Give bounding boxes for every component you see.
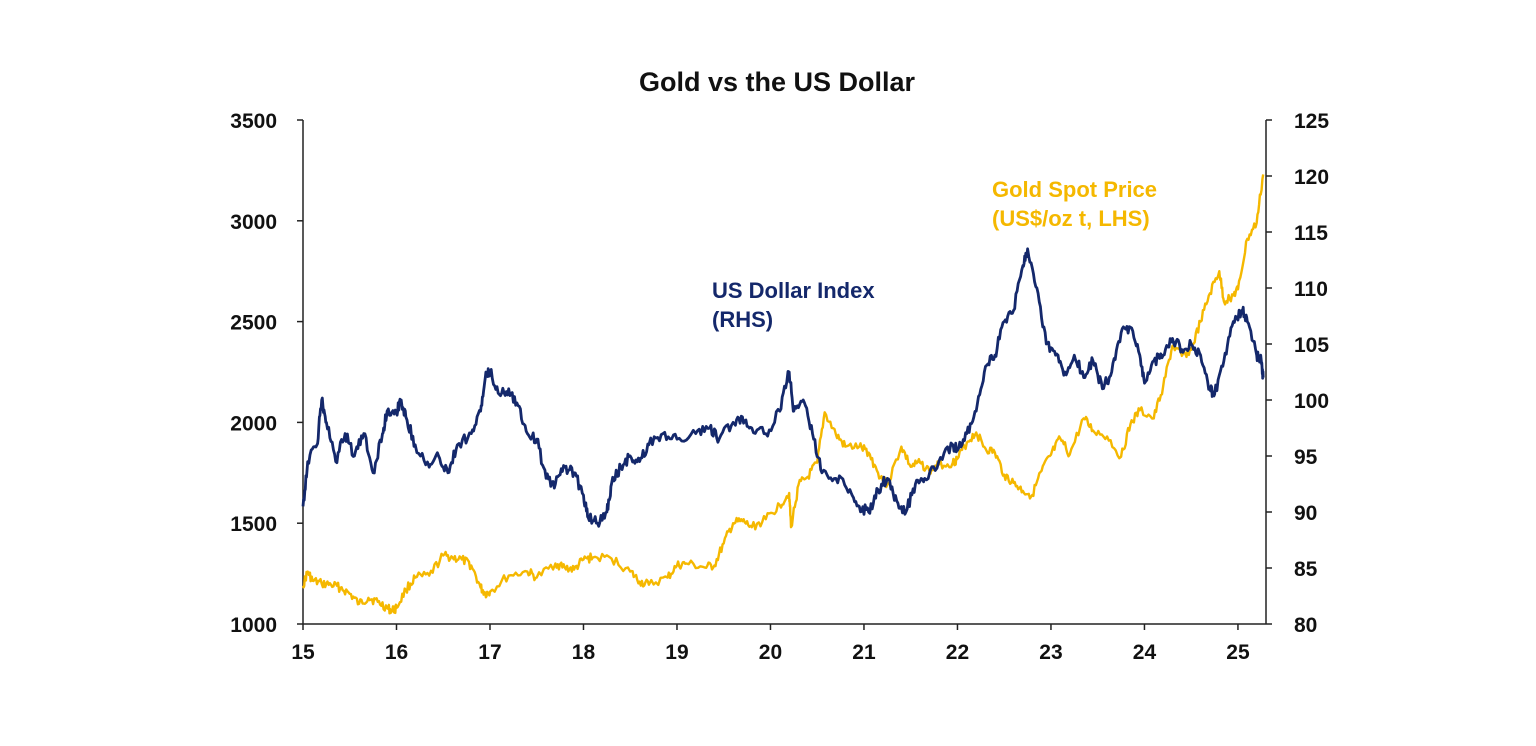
x-tick-label: 23 bbox=[1039, 641, 1062, 664]
left-tick-label: 2500 bbox=[230, 312, 277, 335]
x-tick-label: 16 bbox=[385, 641, 408, 664]
x-tick-label: 24 bbox=[1133, 641, 1157, 664]
right-tick-label: 105 bbox=[1294, 334, 1329, 357]
gold-label-line: Gold Spot Price bbox=[992, 177, 1157, 202]
gold-series-label: Gold Spot Price (US$/oz t, LHS) bbox=[992, 177, 1157, 231]
x-tick-label: 21 bbox=[852, 641, 876, 664]
usd-label-line: (RHS) bbox=[712, 307, 773, 332]
right-tick-label: 115 bbox=[1294, 222, 1328, 245]
chart-axes: 1000 1500 2000 2500 3000 3500 80 85 90 95 100 105 11… bbox=[230, 110, 1329, 664]
usd-series-label: US Dollar Index (RHS) bbox=[712, 278, 875, 332]
series-layer bbox=[301, 174, 1265, 615]
right-tick-label: 100 bbox=[1294, 390, 1329, 413]
right-tick-label: 110 bbox=[1294, 278, 1328, 301]
x-tick-label: 15 bbox=[291, 641, 315, 664]
x-tick-label: 19 bbox=[665, 641, 688, 664]
gold-price-line bbox=[301, 174, 1265, 615]
x-tick-label: 17 bbox=[478, 641, 501, 664]
left-tick-label: 3000 bbox=[230, 211, 277, 234]
x-tick-label: 20 bbox=[759, 641, 782, 664]
left-tick-label: 2000 bbox=[230, 412, 277, 435]
right-tick-label: 125 bbox=[1294, 110, 1329, 133]
gold-label-line: (US$/oz t, LHS) bbox=[992, 206, 1150, 231]
left-tick-label: 3500 bbox=[230, 110, 277, 133]
right-tick-label: 80 bbox=[1294, 614, 1317, 637]
series-labels: Gold Spot Price (US$/oz t, LHS) US Dollar … bbox=[712, 177, 1157, 332]
right-tick-label: 95 bbox=[1294, 446, 1318, 469]
x-tick-label: 22 bbox=[946, 641, 969, 664]
chart-title: Gold vs the US Dollar bbox=[639, 67, 916, 97]
usd-index-line bbox=[301, 247, 1265, 528]
left-tick-label: 1500 bbox=[230, 513, 277, 536]
usd-label-line: US Dollar Index bbox=[712, 278, 875, 303]
right-tick-label: 120 bbox=[1294, 166, 1329, 189]
right-tick-label: 90 bbox=[1294, 502, 1317, 525]
x-tick-label: 18 bbox=[572, 641, 596, 664]
left-tick-label: 1000 bbox=[230, 614, 277, 637]
right-tick-label: 85 bbox=[1294, 558, 1318, 581]
x-tick-label: 25 bbox=[1226, 641, 1250, 664]
